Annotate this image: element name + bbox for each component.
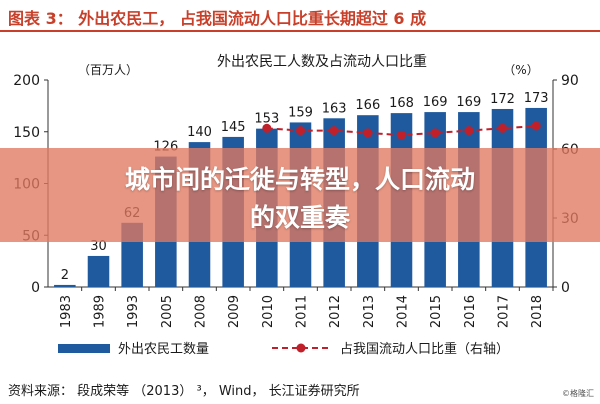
bar-value-label: 140 — [187, 125, 212, 140]
x-tick-label: 2011 — [295, 295, 310, 328]
bar-value-label: 145 — [221, 120, 246, 135]
left-axis-unit: （百万人） — [78, 63, 138, 77]
bar — [54, 284, 76, 287]
share-point — [464, 126, 474, 136]
figure-header: 图表 3： 外出农民工， 占我国流动人口比重长期超过 6 成 — [0, 0, 600, 30]
x-tick-label: 2012 — [328, 295, 343, 328]
bar-value-label: 153 — [254, 112, 279, 127]
left-tick-label: 150 — [13, 125, 40, 141]
x-tick-label: 1993 — [126, 295, 141, 328]
share-point — [363, 128, 373, 138]
x-tick-label: 1989 — [93, 295, 108, 328]
figure-header-text: 图表 3： 外出农民工， 占我国流动人口比重长期超过 6 成 — [8, 9, 427, 28]
bar-value-label: 2 — [61, 268, 69, 283]
header-rule — [0, 30, 600, 32]
legend-line-label: 占我国流动人口比重（右轴） — [340, 341, 509, 357]
watermark: ©格隆汇 — [562, 389, 594, 398]
right-tick-label: 90 — [561, 73, 579, 89]
right-axis-unit: （%） — [503, 63, 538, 77]
left-tick-label: 0 — [31, 280, 40, 296]
share-point — [296, 126, 305, 136]
source-note: 资料来源： 段成荣等 （2013） ³， Wind， 长江证券研究所 — [8, 384, 360, 399]
chart-title: 外出农民工人数及占流动人口比重 — [217, 54, 427, 70]
share-point — [397, 130, 406, 140]
share-point — [498, 123, 507, 133]
legend-bar-label: 外出农民工数量 — [118, 342, 209, 357]
x-tick-label: 2008 — [194, 295, 209, 328]
bar-value-label: 172 — [490, 92, 515, 107]
share-point — [329, 126, 339, 136]
bar-value-label: 173 — [524, 91, 549, 106]
left-tick-label: 200 — [13, 73, 40, 89]
bar-value-label: 30 — [90, 239, 107, 254]
x-tick-label: 2018 — [530, 295, 545, 328]
x-tick-label: 2016 — [463, 295, 478, 328]
bar — [87, 255, 110, 287]
x-tick-label: 2014 — [396, 295, 411, 328]
share-point — [262, 123, 272, 133]
share-point — [430, 128, 440, 138]
banner-line-2: 的双重奏 — [249, 203, 350, 232]
bar-value-label: 159 — [288, 105, 313, 120]
x-tick-label: 2015 — [429, 295, 444, 328]
overlay-banner — [0, 148, 600, 242]
share-point — [531, 121, 541, 131]
x-tick-label: 1983 — [59, 295, 74, 328]
x-tick-label: 2005 — [160, 295, 175, 328]
x-tick-label: 2017 — [497, 295, 512, 328]
bar-value-label: 166 — [355, 98, 380, 113]
bar-value-label: 169 — [423, 95, 448, 110]
banner-line-1: 城市间的迁徙与转型，人口流动 — [124, 165, 475, 194]
legend-line-marker — [296, 343, 306, 353]
bar-value-label: 168 — [389, 96, 414, 111]
x-tick-label: 2013 — [362, 295, 377, 328]
legend-bar-swatch — [58, 344, 110, 353]
right-tick-label: 0 — [561, 280, 570, 296]
x-tick-label: 2010 — [261, 295, 276, 328]
bar-value-label: 169 — [456, 95, 481, 110]
x-tick-label: 2009 — [227, 295, 242, 328]
bar-value-label: 163 — [322, 101, 347, 116]
